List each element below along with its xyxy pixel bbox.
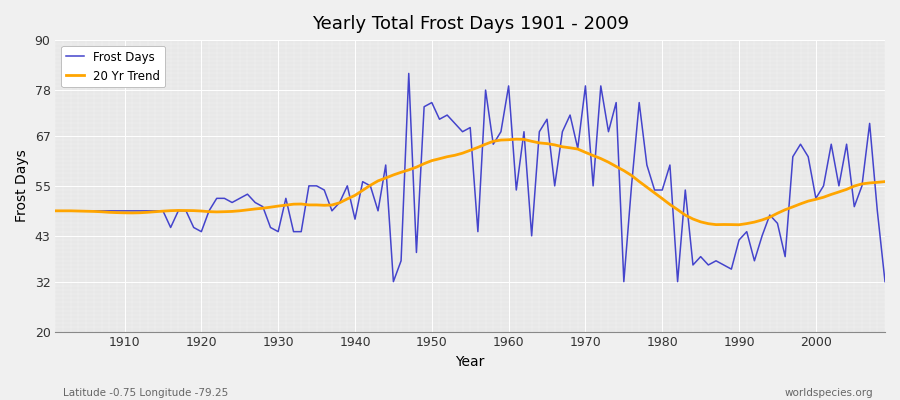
Text: Latitude -0.75 Longitude -79.25: Latitude -0.75 Longitude -79.25 — [63, 388, 229, 398]
Frost Days — [281, 196, 292, 201]
Frost Days — [403, 71, 414, 76]
Y-axis label: Frost Days: Frost Days — [15, 150, 29, 222]
20 Yr Trend — [511, 137, 522, 142]
Line: 20 Yr Trend: 20 Yr Trend — [56, 139, 885, 225]
Frost Days — [879, 279, 890, 284]
Frost Days — [112, 208, 122, 213]
Frost Days — [518, 129, 529, 134]
20 Yr Trend — [112, 210, 122, 215]
Text: worldspecies.org: worldspecies.org — [785, 388, 873, 398]
20 Yr Trend — [879, 179, 890, 184]
Title: Yearly Total Frost Days 1901 - 2009: Yearly Total Frost Days 1901 - 2009 — [311, 15, 629, 33]
Line: Frost Days: Frost Days — [56, 74, 885, 282]
20 Yr Trend — [734, 222, 744, 227]
20 Yr Trend — [50, 208, 61, 213]
Frost Days — [388, 279, 399, 284]
Frost Days — [50, 208, 61, 213]
20 Yr Trend — [503, 137, 514, 142]
20 Yr Trend — [603, 160, 614, 165]
Frost Days — [327, 208, 338, 213]
X-axis label: Year: Year — [455, 355, 485, 369]
20 Yr Trend — [327, 203, 338, 208]
Legend: Frost Days, 20 Yr Trend: Frost Days, 20 Yr Trend — [61, 46, 165, 87]
20 Yr Trend — [496, 138, 507, 142]
Frost Days — [511, 188, 522, 192]
20 Yr Trend — [281, 203, 292, 208]
Frost Days — [611, 100, 622, 105]
